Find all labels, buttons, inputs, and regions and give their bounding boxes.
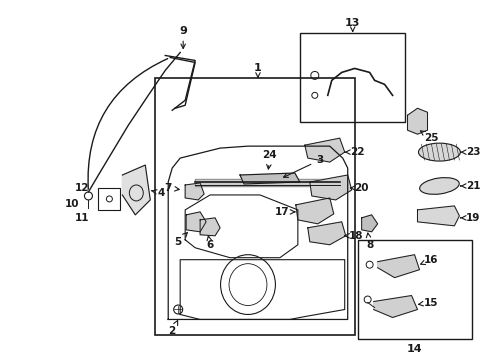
Text: 9: 9 xyxy=(179,26,187,49)
Polygon shape xyxy=(309,175,351,200)
Text: 4: 4 xyxy=(151,188,164,198)
Bar xyxy=(155,78,354,336)
Polygon shape xyxy=(295,198,333,224)
Text: 3: 3 xyxy=(283,155,323,177)
Polygon shape xyxy=(377,255,419,278)
Text: 5: 5 xyxy=(174,233,187,247)
Text: 16: 16 xyxy=(420,255,438,265)
Text: 7: 7 xyxy=(164,183,179,193)
Text: 24: 24 xyxy=(262,150,277,169)
Text: 22: 22 xyxy=(344,147,364,157)
Bar xyxy=(299,32,404,122)
Polygon shape xyxy=(361,215,377,232)
Polygon shape xyxy=(307,222,345,245)
Text: 6: 6 xyxy=(206,236,213,250)
Text: 12: 12 xyxy=(75,183,89,193)
Bar xyxy=(98,188,120,210)
Ellipse shape xyxy=(418,143,459,161)
Text: 21: 21 xyxy=(460,181,480,191)
Polygon shape xyxy=(417,206,458,226)
Polygon shape xyxy=(407,108,427,134)
Polygon shape xyxy=(186,212,205,232)
Text: 8: 8 xyxy=(366,233,372,250)
Polygon shape xyxy=(200,218,220,236)
Bar xyxy=(195,179,339,186)
Text: 20: 20 xyxy=(350,183,368,193)
Polygon shape xyxy=(373,296,417,318)
Text: 14: 14 xyxy=(406,345,422,354)
Polygon shape xyxy=(304,138,344,162)
Bar xyxy=(196,180,338,185)
Text: 11: 11 xyxy=(75,213,89,223)
Text: 23: 23 xyxy=(460,147,480,157)
Polygon shape xyxy=(122,165,150,215)
Polygon shape xyxy=(240,173,299,184)
Ellipse shape xyxy=(419,177,458,194)
Text: 18: 18 xyxy=(344,231,362,241)
Text: 1: 1 xyxy=(254,63,261,77)
Text: 25: 25 xyxy=(420,131,438,143)
Text: 17: 17 xyxy=(274,207,294,217)
Text: 13: 13 xyxy=(345,18,360,31)
Bar xyxy=(357,240,471,339)
Text: 10: 10 xyxy=(65,199,80,209)
Text: 15: 15 xyxy=(418,297,438,307)
Text: 19: 19 xyxy=(460,213,480,223)
Text: 2: 2 xyxy=(168,320,177,336)
Polygon shape xyxy=(185,183,203,200)
